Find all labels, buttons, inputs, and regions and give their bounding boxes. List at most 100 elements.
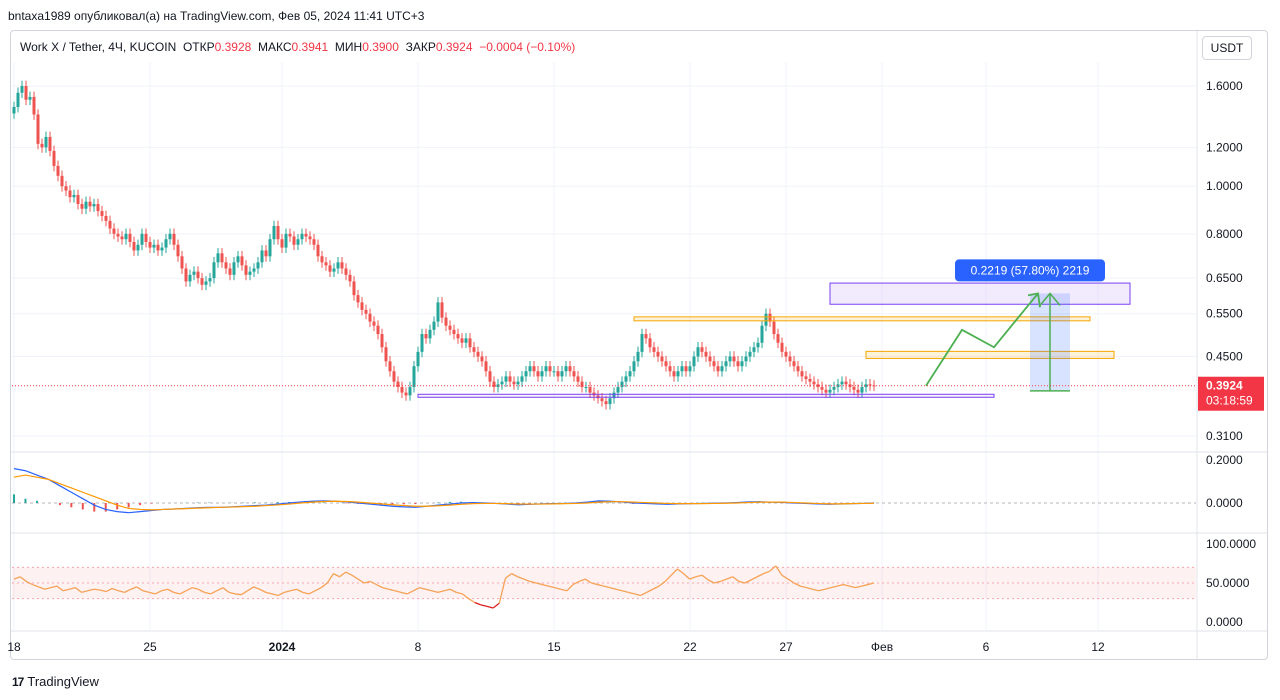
candle-body (236, 256, 240, 263)
candle-body (396, 381, 400, 388)
rsi-segment (112, 587, 119, 592)
rsi-segment (701, 574, 709, 581)
candle-body (196, 271, 200, 279)
candle-body (828, 389, 832, 393)
candle-body (644, 334, 648, 339)
candle-body (324, 262, 328, 266)
candle-body (364, 309, 368, 314)
candle-body (752, 347, 756, 352)
candle-body (564, 366, 568, 372)
candle-body (712, 361, 716, 367)
candle-body (232, 262, 236, 275)
rsi-segment (781, 574, 789, 580)
candle-body (380, 334, 384, 348)
symbol-label[interactable]: Work X / Tether, 4Ч, KUCOIN (20, 40, 177, 54)
candle-body (384, 347, 388, 362)
candle-body (680, 366, 684, 372)
rsi-segment (394, 590, 402, 593)
rsi-segment (161, 588, 168, 592)
candle-body (588, 387, 592, 393)
rsi-segment (191, 587, 199, 590)
publish-line: bntaxa1989 опубликовал(а) на TradingView… (8, 9, 425, 23)
rsi-segment (634, 593, 641, 597)
candle-body (252, 268, 256, 272)
candle-body (556, 371, 560, 377)
rsi-segment (253, 586, 260, 590)
candle-body (856, 389, 860, 393)
rsi-segment (468, 598, 476, 604)
price-tick-label: 1.0000 (1206, 179, 1243, 193)
candle-body (640, 334, 644, 352)
projection-path (925, 292, 1039, 387)
candle-body (104, 215, 108, 221)
rsi-segment (271, 593, 279, 597)
candle-body (648, 338, 652, 348)
rsi-segment (677, 568, 684, 575)
candle-body (140, 233, 144, 245)
candle-body (540, 371, 544, 377)
rsi-segment (351, 574, 359, 580)
rsi-segment (523, 578, 531, 583)
candle-body (336, 262, 340, 269)
rsi-segment (167, 588, 175, 593)
rsi-segment (505, 573, 512, 579)
candle-body (248, 271, 252, 275)
zone-target (829, 282, 1131, 305)
candle-body (480, 356, 484, 362)
rsi-segment (265, 591, 273, 595)
rsi-segment (204, 591, 211, 595)
candle-body (200, 278, 204, 285)
rsi-segment (320, 582, 328, 589)
candle-body (264, 250, 268, 257)
rsi-segment (425, 588, 432, 592)
rsi-segment (486, 605, 494, 609)
rsi-segment (664, 574, 672, 582)
rsi-segment (763, 570, 770, 575)
candle-body (464, 338, 468, 343)
candle-body (356, 295, 360, 303)
rsi-segment (25, 580, 33, 586)
candle-body (560, 371, 564, 377)
rsi-segment (412, 587, 420, 592)
rsi-segment (19, 576, 27, 582)
time-tick-label: 18 (7, 640, 21, 654)
candle-body (440, 302, 444, 318)
candle-body (456, 334, 460, 339)
change-value: −0.0004 (−0.10%) (479, 40, 576, 54)
candle-body (868, 384, 872, 386)
candle-body (160, 247, 164, 251)
candle-body (316, 244, 320, 257)
candle-body (28, 96, 32, 100)
candle-body (736, 361, 740, 367)
rsi-segment (431, 590, 439, 593)
candle-body (616, 387, 620, 393)
candle-body (668, 366, 672, 372)
rsi-segment (32, 583, 39, 588)
candle-body (852, 387, 856, 390)
candle-body (608, 398, 612, 405)
brand-name: TradingView (27, 674, 99, 689)
rsi-segment (603, 585, 611, 589)
rsi-segment (240, 590, 248, 596)
rsi-segment (443, 588, 451, 592)
measure-label: 0.2219 (57.80%) 2219 (955, 259, 1105, 282)
currency-button[interactable]: USDT (1202, 36, 1252, 60)
rsi-segment (75, 587, 82, 593)
candle-body (652, 347, 656, 352)
candle-body (536, 371, 540, 377)
candle-body (864, 384, 868, 388)
rsi-segment (302, 591, 310, 595)
rsi-segment (750, 576, 758, 581)
candle-body (764, 313, 768, 326)
rsi-segment (787, 578, 795, 584)
candle-body (208, 278, 212, 282)
candle-body (604, 401, 608, 405)
rsi-segment (118, 590, 125, 593)
candle-body (156, 244, 160, 251)
time-tick-label: 22 (683, 640, 697, 654)
rsi-segment (646, 588, 654, 593)
candle-body (436, 302, 440, 322)
candle-body (120, 236, 124, 240)
time-tick-label: 8 (415, 640, 422, 654)
